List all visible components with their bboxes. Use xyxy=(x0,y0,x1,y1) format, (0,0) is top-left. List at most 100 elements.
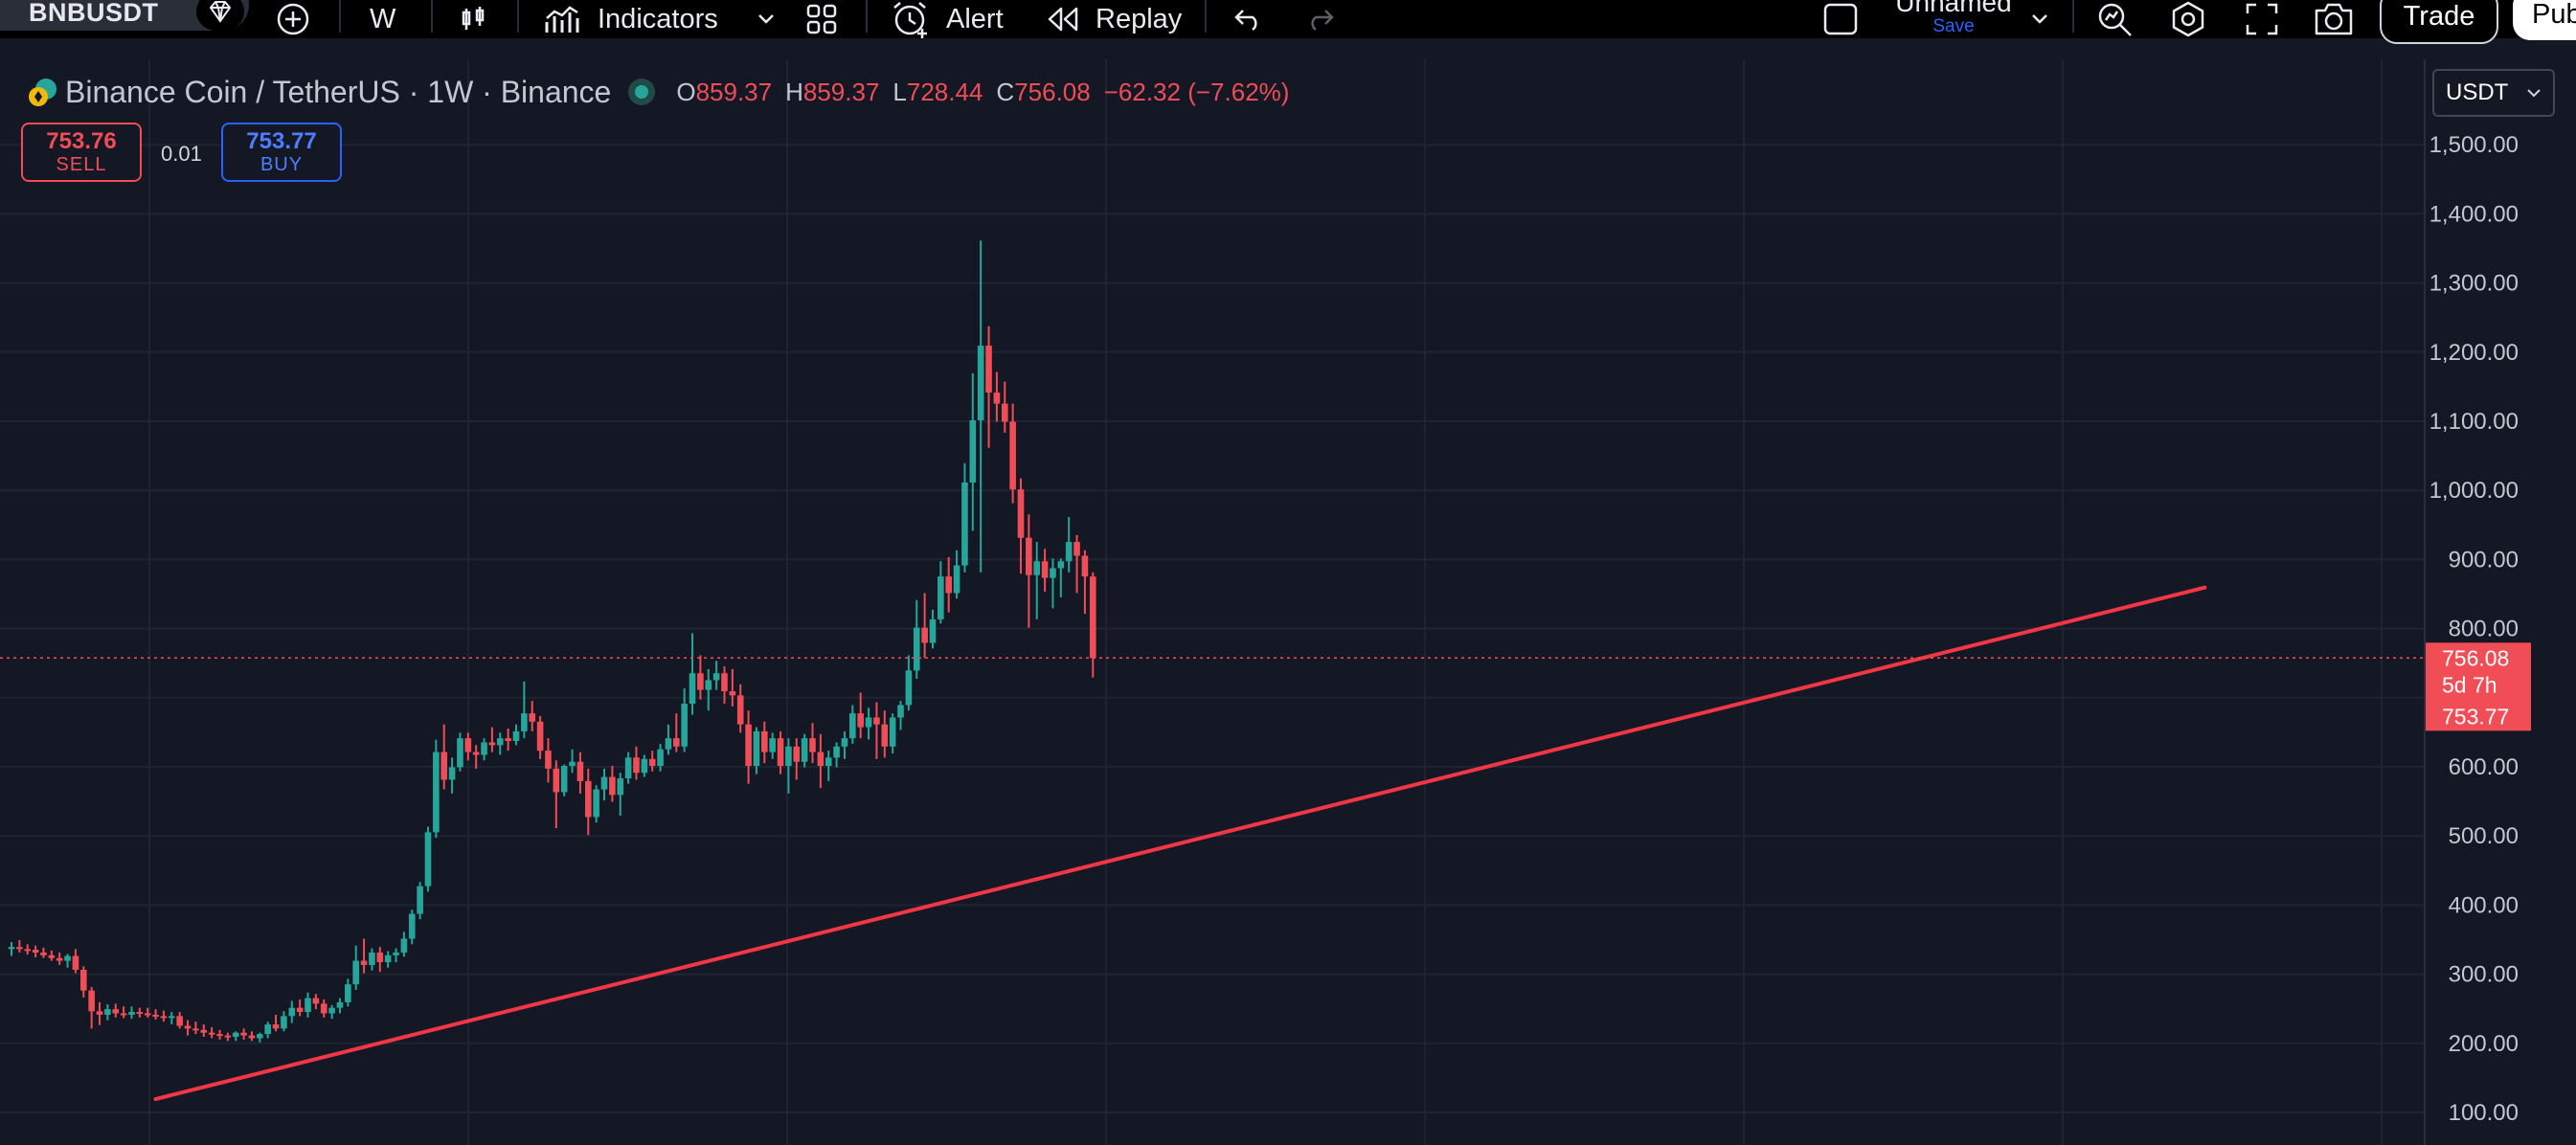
ohlc-low: L728.44 xyxy=(893,77,983,106)
price-tick-label: 1,100.00 xyxy=(2429,409,2519,435)
candle-body xyxy=(328,1007,335,1014)
chevron-down-icon[interactable] xyxy=(757,12,776,26)
separator xyxy=(1205,0,1207,33)
candle-body xyxy=(457,738,463,768)
candle-body xyxy=(977,346,984,420)
candle-body xyxy=(624,757,632,778)
candle-body xyxy=(529,713,536,722)
candle-body xyxy=(384,954,392,963)
sell-price: 753.76 xyxy=(46,128,117,154)
layout-name: Unnamed xyxy=(1895,0,2012,17)
symbol-search[interactable]: BNBUSDT xyxy=(0,0,249,34)
candle-body xyxy=(88,990,95,1012)
candle-body xyxy=(120,1013,127,1016)
replay-button[interactable]: Replay xyxy=(1046,0,1182,38)
candle-body xyxy=(769,738,776,752)
price-tick-label: 100.00 xyxy=(2449,1100,2519,1126)
candle-body xyxy=(352,960,359,985)
chart-grid xyxy=(0,59,2425,1145)
candle-body xyxy=(913,627,920,671)
compare-icon[interactable] xyxy=(196,0,244,31)
candle-body xyxy=(448,767,456,780)
candle-body xyxy=(393,952,399,955)
indicators-label: Indicators xyxy=(598,3,718,34)
symbol-title[interactable]: Binance Coin / TetherUS · 1W · Binance xyxy=(65,74,612,109)
layout-square-icon[interactable] xyxy=(1821,0,1860,38)
camera-icon[interactable] xyxy=(2312,0,2356,38)
candle-body xyxy=(553,768,560,793)
layouts-icon[interactable] xyxy=(802,0,841,38)
last-price-label: 756.08 xyxy=(2442,645,2509,670)
candle-body xyxy=(841,738,848,747)
candle-body xyxy=(584,780,592,818)
candle-body xyxy=(441,752,448,780)
candle-body xyxy=(576,761,584,781)
candle-body xyxy=(953,565,960,594)
candle-body xyxy=(785,746,792,766)
candle-body xyxy=(736,695,744,725)
chart-overlay xyxy=(0,585,2425,1102)
ask-price-badge xyxy=(2426,702,2531,731)
add-symbol-icon[interactable] xyxy=(274,0,312,38)
candle-body xyxy=(761,730,768,752)
candle-body xyxy=(985,346,992,393)
candle-body xyxy=(216,1034,223,1037)
interval-label: W xyxy=(370,3,396,34)
candle-body xyxy=(801,738,808,762)
candle-body xyxy=(96,1011,103,1015)
currency-selector[interactable]: USDT xyxy=(2432,69,2555,117)
candle-body xyxy=(648,758,656,766)
candle-body xyxy=(16,947,23,950)
candle-body xyxy=(176,1016,183,1026)
candle-body xyxy=(200,1029,208,1033)
sell-button[interactable]: 753.76 SELL xyxy=(21,123,142,182)
interval-button[interactable]: W xyxy=(370,0,395,38)
candle-body xyxy=(224,1035,232,1038)
quick-search-icon[interactable] xyxy=(2095,0,2135,38)
candle-body xyxy=(232,1032,239,1038)
chart-type-icon[interactable] xyxy=(458,0,492,38)
chevron-down-icon[interactable] xyxy=(2028,0,2051,38)
price-axis: 100.00200.00300.00400.00500.00600.00700.… xyxy=(2424,59,2576,1145)
candle-body xyxy=(938,576,944,619)
trade-label: Trade xyxy=(2403,0,2475,32)
trade-button[interactable]: Trade xyxy=(2380,0,2498,44)
fullscreen-icon[interactable] xyxy=(2243,0,2281,38)
candle-body xyxy=(8,947,15,950)
layout-name-button[interactable]: Unnamed Save xyxy=(1882,0,2025,42)
candle-body xyxy=(1089,576,1096,659)
candle-body xyxy=(400,938,408,953)
candle-body xyxy=(1017,489,1025,538)
settings-icon[interactable] xyxy=(2168,0,2208,38)
candle-body xyxy=(40,952,47,955)
candle-body xyxy=(929,618,937,643)
undo-icon[interactable] xyxy=(1232,0,1266,38)
last-price-badge xyxy=(2426,642,2531,707)
candle-body xyxy=(536,721,544,752)
candle-body xyxy=(169,1016,175,1019)
indicators-button[interactable]: Indicators xyxy=(544,0,776,38)
candle-body xyxy=(1041,561,1049,578)
buy-button[interactable]: 753.77 BUY xyxy=(221,123,342,182)
price-tick-label: 1,000.00 xyxy=(2429,478,2519,504)
candle-body xyxy=(79,969,87,991)
candle-body xyxy=(569,761,576,766)
candle-body xyxy=(192,1028,199,1031)
candle-body xyxy=(705,680,712,690)
market-status-icon[interactable] xyxy=(628,79,656,105)
candle-body xyxy=(281,1016,287,1029)
candle-body xyxy=(104,1009,111,1015)
candle-body xyxy=(1033,561,1041,575)
spread-value: 0.01 xyxy=(161,142,202,166)
ohlc-close: C756.08 xyxy=(996,77,1091,106)
redo-icon[interactable] xyxy=(1302,0,1337,38)
candle-body xyxy=(152,1014,159,1017)
alert-button[interactable]: Alert xyxy=(891,0,1004,38)
candle-body xyxy=(969,420,977,483)
candle-body xyxy=(545,751,552,769)
save-label[interactable]: Save xyxy=(1932,16,1975,36)
candle-body xyxy=(257,1034,263,1039)
publish-button[interactable]: Pub xyxy=(2513,0,2576,40)
candle-body xyxy=(272,1024,280,1029)
